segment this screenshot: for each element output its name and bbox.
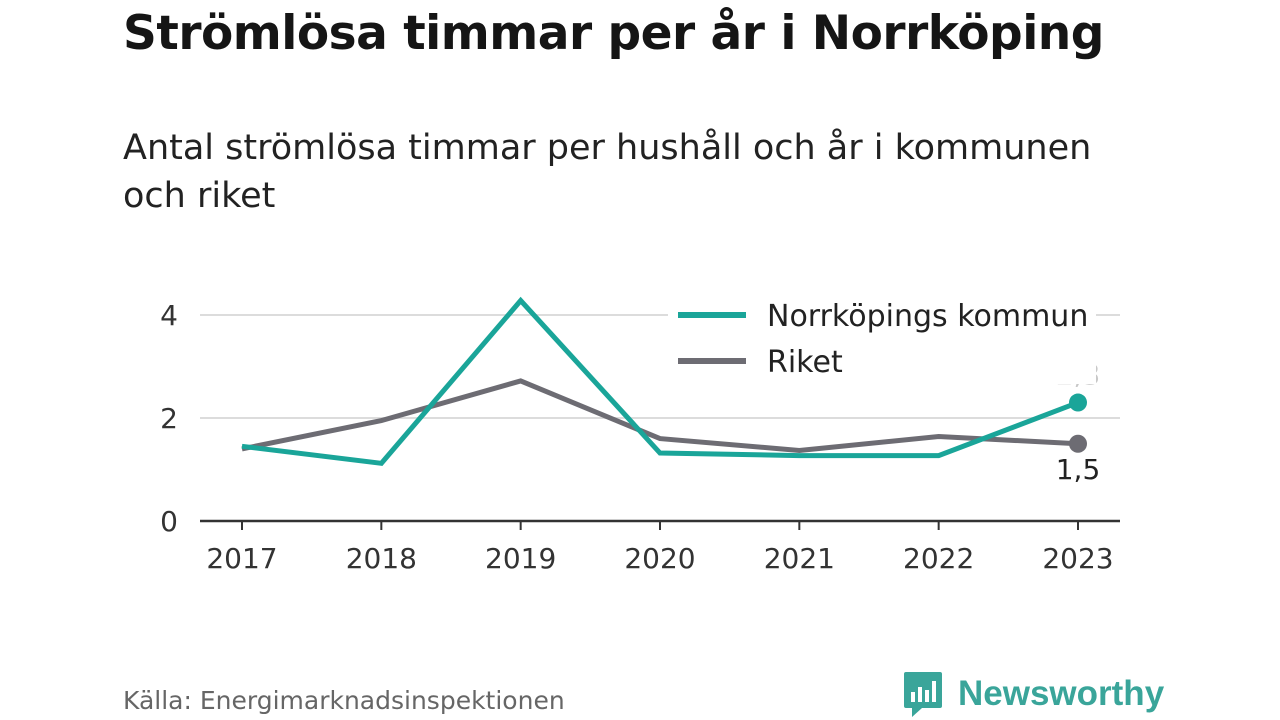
x-tick-label: 2019 [485,542,556,575]
end-point-riket [1069,434,1087,453]
data-label-riket: 1,5 [1056,453,1101,486]
y-tick-label: 0 [160,505,178,538]
brand-name: Newsworthy [958,674,1165,713]
brand-logo[interactable]: Newsworthy [902,670,1164,718]
end-point-norrkoping [1069,393,1087,412]
x-tick-label: 2020 [624,542,695,575]
newsworthy-logo-icon [904,672,942,717]
series-line-norrkoping [241,296,1079,466]
chart-subtitle: Antal strömlösa timmar per hushåll och å… [123,128,1092,216]
x-tick-label: 2017 [206,542,277,575]
chart-title: Strömlösa timmar per år i Norrköping [123,6,1104,61]
x-tick-label: 2023 [1042,542,1113,575]
x-tick-label: 2018 [346,542,417,575]
x-tick-label: 2021 [764,542,835,575]
legend-background [668,292,1096,384]
legend-label-riket: Riket [767,345,843,380]
y-tick-label: 4 [160,299,178,332]
y-tick-label: 2 [160,402,178,435]
x-tick-label: 2022 [903,542,974,575]
legend-label-norrkoping: Norrköpings kommun [767,299,1088,334]
source-note: Källa: Energimarknadsinspektionen [123,686,565,715]
series-line-riket [241,378,1079,453]
